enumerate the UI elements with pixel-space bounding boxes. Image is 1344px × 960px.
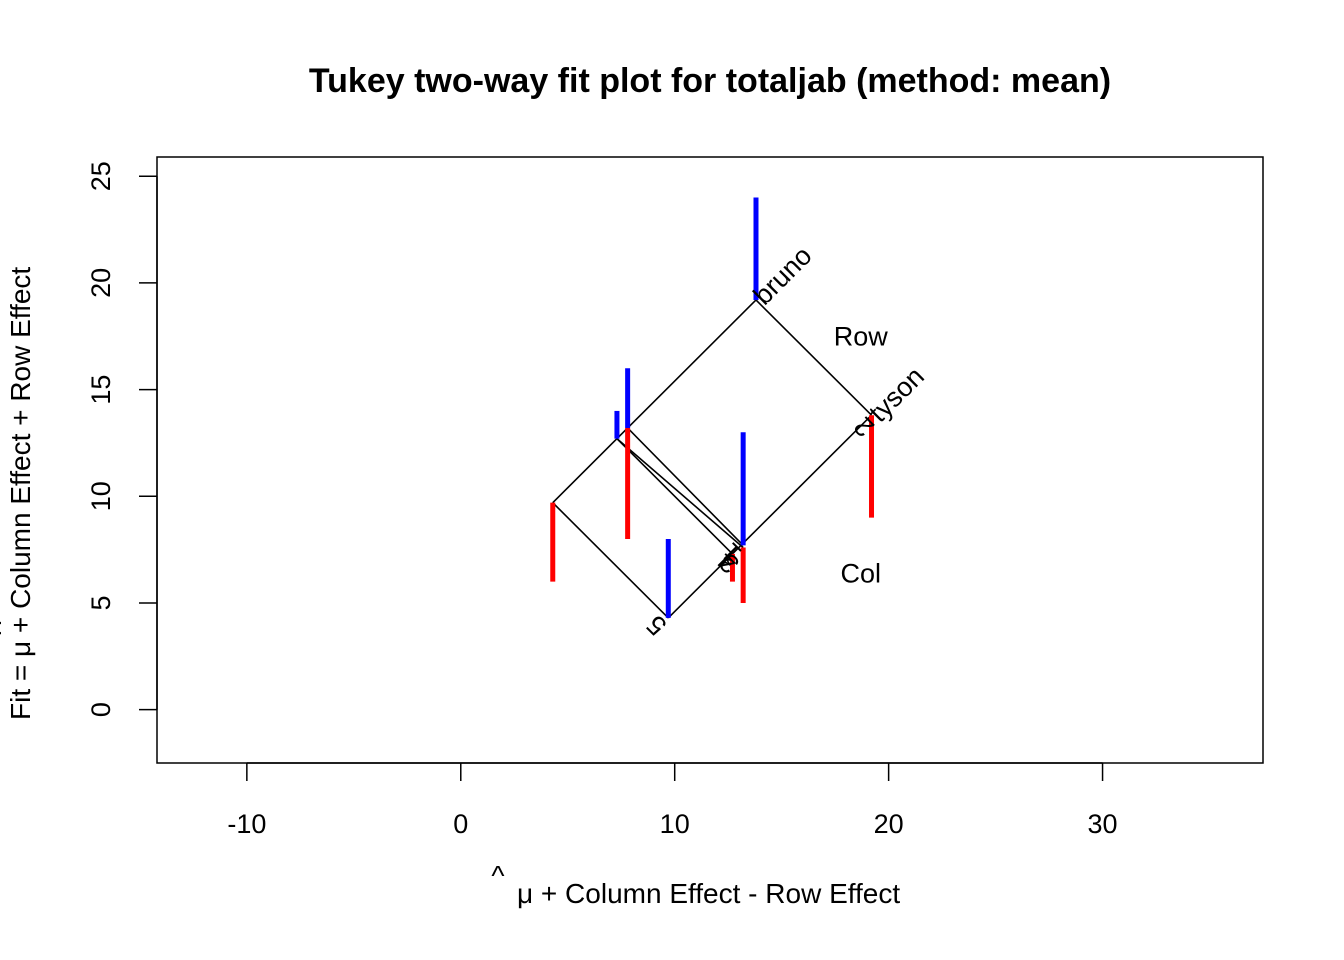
y-tick-label: 20 <box>86 268 116 298</box>
x-tick-label: -10 <box>227 809 266 839</box>
y-axis-label-mu: μ <box>5 641 36 657</box>
y-axis: 0 5 10 15 20 25 <box>86 161 158 717</box>
x-tick-label: 0 <box>453 809 468 839</box>
y-axis-label-prefix: Fit = <box>5 657 36 720</box>
fit-line <box>616 438 734 555</box>
chart-title: Tukey two-way fit plot for totaljab (met… <box>309 62 1111 100</box>
svg-text:μ + Column Effect - Row Effect: μ + Column Effect - Row Effect <box>517 878 900 909</box>
fit-line <box>552 299 757 504</box>
y-axis-label: Fit = μ + Column Effect + Row Effect ^ <box>0 267 36 720</box>
x-tick-label: 30 <box>1088 809 1118 839</box>
fit-grid-lines <box>552 299 873 619</box>
fit-line <box>552 502 669 619</box>
svg-text:Fit = μ + Column Effect + Row: Fit = μ + Column Effect + Row Effect <box>5 267 36 720</box>
x-tick-label: 10 <box>660 809 690 839</box>
y-tick-label: 5 <box>86 595 116 610</box>
y-tick-label: 25 <box>86 161 116 191</box>
fit-line <box>627 427 744 546</box>
y-tick-label: 15 <box>86 375 116 405</box>
fit-line <box>616 438 744 549</box>
x-axis-label-text: + Column Effect - Row Effect <box>533 878 900 909</box>
plot-frame <box>156 156 1264 764</box>
y-tick-label: 10 <box>86 481 116 511</box>
fit-line <box>755 299 873 416</box>
fit-line <box>667 414 873 619</box>
y-axis-label-text: + Column Effect + Row Effect <box>5 267 36 641</box>
x-axis: -10 0 10 20 30 <box>227 762 1118 839</box>
col-group-label: Col <box>841 558 882 588</box>
residual-bars <box>550 197 875 618</box>
x-axis-label-mu: μ <box>517 878 533 909</box>
x-tick-label: 20 <box>874 809 904 839</box>
x-axis-label: μ + Column Effect - Row Effect ^ <box>491 860 900 909</box>
y-tick-label: 0 <box>86 702 116 717</box>
group-labels: Row Col <box>834 321 889 588</box>
y-axis-label-mu-hat: ^ <box>0 621 16 634</box>
x-axis-label-mu-hat: ^ <box>491 860 504 891</box>
row-group-label: Row <box>834 321 889 351</box>
